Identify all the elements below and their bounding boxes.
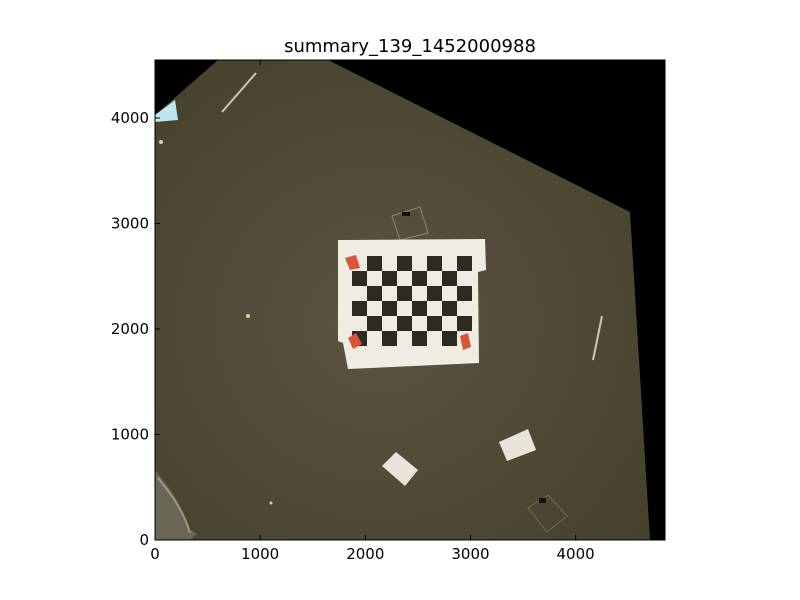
image-content [155, 60, 665, 540]
checkerboard-square [367, 316, 382, 331]
paper-fragment-mark [539, 498, 546, 503]
checkerboard-square [442, 301, 457, 316]
x-tick-label: 0 [150, 545, 160, 563]
x-axis: 0 1000 2000 3000 4000 [150, 60, 595, 563]
checkerboard-square [427, 256, 442, 271]
checkerboard-square [367, 256, 382, 271]
checkerboard-square [412, 271, 427, 286]
speck [246, 314, 250, 318]
checkerboard-square [442, 331, 457, 346]
plot-frame [154, 59, 666, 541]
checkerboard-square [427, 286, 442, 301]
scratch-line [221, 72, 257, 113]
corner-edge [157, 477, 191, 534]
paper-fragment-outline [391, 206, 429, 241]
checkerboard-squares [352, 256, 472, 346]
y-tick-label: 0 [139, 531, 149, 549]
y-tick-label: 3000 [111, 215, 149, 233]
checkerboard-square [457, 316, 472, 331]
x-tick-label: 1000 [241, 545, 279, 563]
x-tick-label: 2000 [346, 545, 384, 563]
checkerboard-square [397, 316, 412, 331]
y-tick-label: 4000 [111, 109, 149, 127]
checkerboard-square [382, 271, 397, 286]
checkerboard-square [382, 301, 397, 316]
chart-title: summary_139_1452000988 [284, 36, 536, 57]
paper-scrap [382, 452, 418, 486]
y-tick-label: 2000 [111, 320, 149, 338]
checkerboard-square [412, 331, 427, 346]
checkerboard-square [382, 331, 397, 346]
tape-marker [348, 333, 362, 349]
checkerboard-square [397, 286, 412, 301]
checkerboard-square [352, 271, 367, 286]
checkerboard-square [457, 286, 472, 301]
speck [269, 501, 273, 505]
checkerboard-square [427, 316, 442, 331]
speck [159, 140, 163, 144]
checkerboard-square [397, 256, 412, 271]
x-tick-label: 4000 [557, 545, 595, 563]
x-tick-label: 3000 [451, 545, 489, 563]
tape-marker [345, 255, 360, 270]
paper-fragment-mark [402, 212, 410, 216]
checkerboard-square [442, 271, 457, 286]
y-axis: 0 1000 2000 3000 4000 [111, 109, 665, 549]
y-tick-label: 1000 [111, 426, 149, 444]
checkerboard-square [367, 286, 382, 301]
light-patch [155, 100, 178, 122]
scratch-line [592, 315, 603, 361]
checkerboard-square [457, 256, 472, 271]
paper-scrap [499, 429, 536, 461]
checkerboard-square [352, 301, 367, 316]
checkerboard-square [412, 301, 427, 316]
tape-marker [460, 333, 471, 350]
